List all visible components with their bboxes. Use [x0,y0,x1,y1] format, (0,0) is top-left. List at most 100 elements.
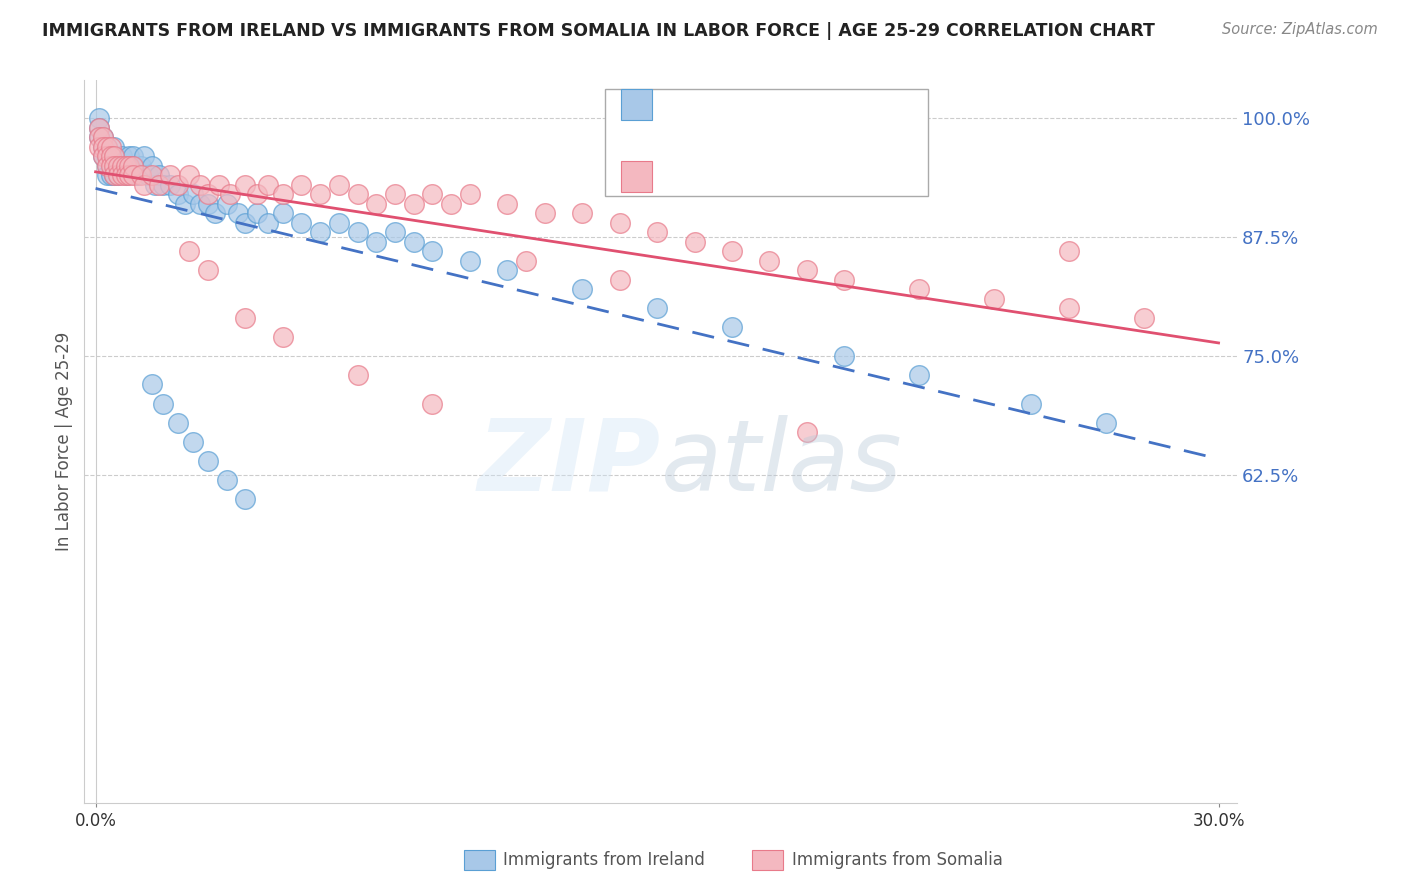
Point [571,206,593,220]
Point [103,140,125,154]
Point [496,197,519,211]
Text: R =: R = [666,174,706,192]
Point [167,416,190,430]
Text: Source: ZipAtlas.com: Source: ZipAtlas.com [1222,22,1378,37]
Point [233,310,256,325]
Y-axis label: In Labor Force | Age 25-29: In Labor Force | Age 25-29 [55,332,73,551]
Text: IMMIGRANTS FROM IRELAND VS IMMIGRANTS FROM SOMALIA IN LABOR FORCE | AGE 25-29 CO: IMMIGRANTS FROM IRELAND VS IMMIGRANTS FR… [42,22,1156,40]
Point [167,178,190,192]
Point [422,396,444,410]
Point [181,434,204,449]
Point [197,197,219,211]
Point [402,235,425,249]
Point [89,130,111,145]
Point [796,425,818,439]
Point [148,178,170,192]
Point [91,140,114,154]
Point [118,169,141,183]
Point [152,396,174,410]
Point [125,169,148,183]
Point [226,206,249,220]
Text: atlas: atlas [661,415,903,512]
Point [89,140,111,154]
Point [174,197,197,211]
Point [271,206,294,220]
Point [422,187,444,202]
Point [796,263,818,277]
Point [111,169,134,183]
Point [1057,244,1080,259]
Point [129,169,152,183]
Point [111,159,134,173]
Point [179,169,201,183]
Point [141,377,163,392]
Point [91,149,114,163]
Point [832,349,855,363]
Point [91,130,114,145]
Point [384,226,406,240]
Point [100,149,122,163]
Point [118,159,141,173]
Point [271,330,294,344]
Point [96,140,118,154]
Point [89,130,111,145]
Point [111,159,134,173]
Text: Immigrants from Ireland: Immigrants from Ireland [503,851,706,869]
Point [103,149,125,163]
Point [346,187,368,202]
Point [89,120,111,135]
Point [366,235,388,249]
Point [245,187,267,202]
Point [122,159,145,173]
Point [758,254,780,268]
Point [245,206,267,220]
Point [197,453,219,467]
Point [89,112,111,126]
Point [148,169,170,183]
Point [91,130,114,145]
Point [179,244,201,259]
Point [290,178,312,192]
Point [683,235,706,249]
Point [233,178,256,192]
Point [114,169,136,183]
Point [233,216,256,230]
Text: -0.021: -0.021 [706,103,770,120]
Point [256,216,278,230]
Point [145,178,167,192]
Point [122,159,145,173]
Point [515,254,537,268]
Point [197,263,219,277]
Text: 74: 74 [821,174,846,192]
Point [114,159,136,173]
Point [114,169,136,183]
Point [219,187,242,202]
Point [100,149,122,163]
Point [208,178,231,192]
Point [1021,396,1043,410]
Point [908,282,931,296]
Point [256,178,278,192]
Point [134,149,156,163]
Text: Immigrants from Somalia: Immigrants from Somalia [792,851,1002,869]
Point [91,149,114,163]
Point [96,159,118,173]
Point [533,206,555,220]
Point [96,169,118,183]
Point [100,159,122,173]
Point [458,254,481,268]
Text: 0.071: 0.071 [706,174,769,192]
Text: N =: N = [768,174,820,192]
Point [215,197,238,211]
Point [136,169,159,183]
Text: R =: R = [666,103,706,120]
Point [100,140,122,154]
Point [346,368,368,382]
Point [96,149,118,163]
Point [181,187,204,202]
Point [159,169,181,183]
Point [983,292,1005,306]
Point [197,187,219,202]
Point [107,159,129,173]
Point [89,120,111,135]
